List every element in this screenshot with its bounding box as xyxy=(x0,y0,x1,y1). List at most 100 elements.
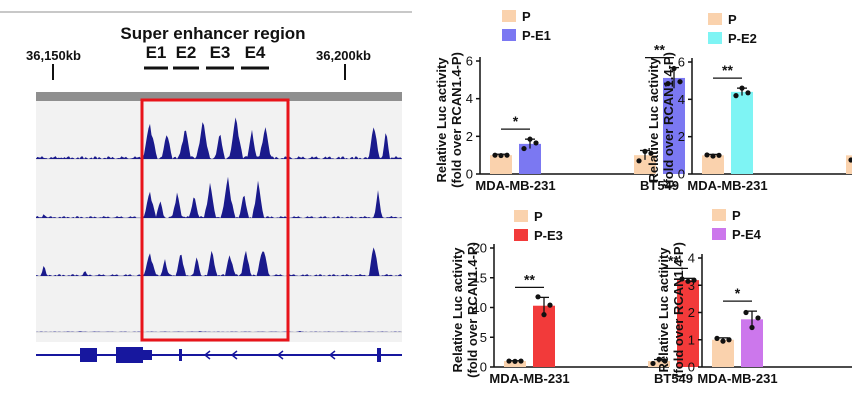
legend-label: P xyxy=(534,209,543,224)
data-point xyxy=(498,152,504,159)
gene-exon-1 xyxy=(80,348,97,362)
y-tick-label: 2 xyxy=(678,129,685,144)
gene-exon-5 xyxy=(377,348,381,362)
gene-model xyxy=(36,347,402,363)
data-point xyxy=(656,356,662,362)
y-tick-label: 0 xyxy=(688,360,695,375)
gene-exon-2 xyxy=(116,347,143,363)
data-point xyxy=(521,145,527,152)
data-point xyxy=(755,315,761,321)
data-point xyxy=(685,278,691,284)
category-label: MDA-MB-231 xyxy=(475,178,555,193)
bar-p-e3-bt549 xyxy=(677,280,699,367)
legend-swatch-p xyxy=(708,13,722,25)
bar-p-mda-mb-231 xyxy=(504,361,526,367)
y-axis-label: Relative Luc activity(fold over RCAN1.4-… xyxy=(646,52,676,188)
y-tick-label: 2 xyxy=(688,305,695,320)
category-label: BT549 xyxy=(640,178,679,193)
enhancer-element-labels: E1 E2 E3 E4 xyxy=(144,43,269,70)
data-point xyxy=(726,337,732,343)
legend-swatch-p-e2 xyxy=(708,32,722,44)
bar-p-bt549 xyxy=(648,361,670,367)
data-point xyxy=(504,152,510,158)
enhancer-label-e1: E1 xyxy=(146,43,167,62)
data-point xyxy=(518,358,524,364)
data-point xyxy=(716,152,722,158)
data-point xyxy=(642,148,648,154)
y-axis-label-line: Relative Luc activity xyxy=(450,247,465,373)
signal-tracks xyxy=(36,117,402,333)
bar-p-e4-mda-mb-231 xyxy=(741,319,763,367)
data-point xyxy=(739,85,745,91)
y-axis-label-line: (fold over RCAN1.4-P) xyxy=(449,52,464,188)
y-axis-label: Relative Luc activity(fold over RCAN1.4-… xyxy=(450,242,480,378)
y-axis-label-line: Relative Luc activity xyxy=(434,57,449,183)
legend-swatch-p xyxy=(502,10,516,22)
category-label: MDA-MB-231 xyxy=(697,371,777,386)
y-tick-label: 3 xyxy=(688,278,695,293)
genome-browser-panel: Super enhancer region 36,150kb 36,200kb … xyxy=(0,11,412,363)
data-point xyxy=(492,152,498,158)
significance-label: ** xyxy=(654,42,665,58)
data-point xyxy=(535,294,541,300)
coord-right: 36,200kb xyxy=(316,48,371,63)
data-point xyxy=(679,276,685,282)
bar-p-mda-mb-231 xyxy=(712,339,734,367)
bar-p-e1-bt549 xyxy=(663,77,685,174)
data-point xyxy=(650,360,656,367)
data-point xyxy=(665,81,671,87)
y-tick-label: 6 xyxy=(466,54,473,69)
data-point xyxy=(733,93,739,99)
legend-label: P xyxy=(732,208,741,223)
data-point xyxy=(743,309,749,316)
data-point xyxy=(714,335,720,341)
data-point xyxy=(648,150,654,156)
enhancer-label-e4: E4 xyxy=(245,43,266,62)
data-point xyxy=(720,338,726,344)
y-axis-label-line: Relative Luc activity xyxy=(656,247,671,373)
legend-swatch-p xyxy=(514,210,528,222)
y-tick-label: 4 xyxy=(688,251,695,266)
y-tick-label: 0 xyxy=(466,167,473,182)
significance-label: ** xyxy=(524,271,535,287)
super-enhancer-highlight-box xyxy=(140,98,290,342)
bar-p-e3-mda-mb-231 xyxy=(533,305,555,367)
data-point xyxy=(506,358,512,364)
data-point xyxy=(512,358,518,364)
y-axis-label-line: Relative Luc activity xyxy=(646,57,661,183)
y-tick-label: 4 xyxy=(466,91,473,106)
significance-label: * xyxy=(513,113,519,129)
strand-arrow-3 xyxy=(276,350,284,360)
legend-swatch-p xyxy=(712,209,726,221)
y-tick-label: 20 xyxy=(473,241,487,256)
significance-label: ** xyxy=(722,62,733,78)
data-point xyxy=(527,136,533,142)
data-point xyxy=(749,324,755,331)
gene-exon-4 xyxy=(179,349,182,361)
ruler-bar xyxy=(36,92,402,101)
legend-label: P-E4 xyxy=(732,227,762,242)
bar-p-e2-mda-mb-231 xyxy=(731,91,753,174)
signal-track-1 xyxy=(36,117,402,159)
strand-arrow-2 xyxy=(230,350,238,360)
significance-label: ** xyxy=(668,252,679,268)
y-axis-label-line: (fold over RCAN1.4-P) xyxy=(661,52,676,188)
y-tick-label: 2 xyxy=(466,129,473,144)
category-label: BT549 xyxy=(654,371,693,386)
significance-label: * xyxy=(735,285,741,301)
coord-left: 36,150kb xyxy=(26,48,81,63)
data-point xyxy=(691,277,697,283)
data-point xyxy=(671,65,677,72)
data-point xyxy=(533,140,539,146)
legend-label: P xyxy=(728,12,737,27)
legend-swatch-p-e3 xyxy=(514,229,528,241)
y-axis-label: Relative Luc activity(fold over RCAN1.4-… xyxy=(434,52,464,188)
y-tick-label: 0 xyxy=(480,360,487,375)
browser-title: Super enhancer region xyxy=(120,24,305,43)
signal-track-4 xyxy=(36,331,402,332)
data-point xyxy=(547,302,553,308)
